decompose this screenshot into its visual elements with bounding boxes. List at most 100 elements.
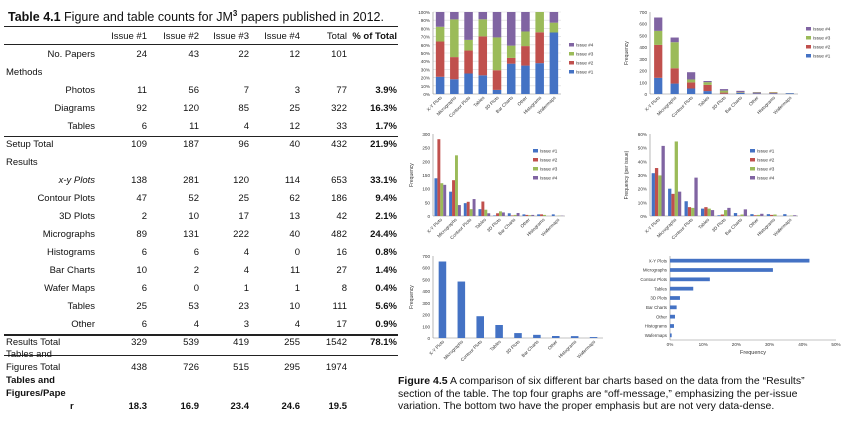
y-tick-label: 70% bbox=[421, 35, 430, 40]
table-cell: 53 bbox=[188, 301, 199, 312]
y-tick-label: 300 bbox=[422, 301, 430, 306]
bar-segment bbox=[506, 45, 516, 58]
legend-swatch bbox=[533, 149, 538, 153]
y-tick-label: X-Y Plots bbox=[649, 258, 668, 263]
table-bottom-rule bbox=[4, 355, 398, 356]
y-tick-label: 0% bbox=[423, 92, 430, 97]
bar bbox=[514, 333, 522, 338]
bar bbox=[463, 203, 467, 216]
bar-segment bbox=[736, 90, 745, 93]
y-tick-label: 100 bbox=[422, 324, 430, 329]
y-tick-label: Other bbox=[656, 314, 668, 319]
table-cell: 47 bbox=[136, 193, 147, 204]
table-cell: 1 bbox=[243, 283, 249, 294]
x-tick-label: 30% bbox=[765, 342, 774, 347]
y-tick-label: 60% bbox=[421, 43, 430, 48]
bar-segment bbox=[478, 19, 488, 37]
bar bbox=[691, 207, 695, 216]
table-cell: 17 bbox=[336, 319, 347, 330]
bar-segment bbox=[492, 70, 502, 90]
x-tick-label: Tables bbox=[697, 95, 710, 108]
bar-segment bbox=[549, 22, 559, 33]
bar bbox=[670, 296, 680, 300]
y-tick-label: 600 bbox=[639, 22, 647, 27]
y-tick-label: Tables bbox=[654, 286, 667, 291]
bar-segment bbox=[654, 30, 663, 45]
bar bbox=[551, 214, 555, 216]
table-cell: 131 bbox=[183, 229, 199, 240]
legend-label: Issue #1 bbox=[757, 149, 775, 154]
x-tick-label: 3D Plots bbox=[711, 95, 727, 111]
x-tick-label: Wafermaps bbox=[576, 339, 597, 360]
legend-label: Issue #4 bbox=[540, 176, 558, 181]
table-cell: 23 bbox=[238, 301, 249, 312]
chart-total-vertical: 0 100 200 300 400 500 600 700 Frequency X-Y Plots… bbox=[407, 250, 615, 368]
bar-segment bbox=[752, 93, 761, 94]
bar-segment bbox=[435, 26, 445, 42]
chart-percent-stacked: 0% 10% 20% 30% 40% 50% 60% 70% 80% 90% 100% X-Y Plo… bbox=[407, 6, 615, 124]
table-title-superscript: 3 bbox=[232, 9, 238, 18]
row-label: Results bbox=[6, 157, 38, 168]
table-cell: 22 bbox=[238, 49, 249, 60]
y-tick-label: 50% bbox=[421, 51, 430, 56]
table-cell: 322 bbox=[331, 103, 347, 114]
tf-per-value: 19.5 bbox=[328, 401, 348, 412]
y-tick-label: 80% bbox=[421, 26, 430, 31]
bar bbox=[694, 177, 698, 216]
table-cell: 27 bbox=[336, 265, 347, 276]
results-total-rule bbox=[4, 335, 398, 336]
y-tick-label: 40% bbox=[421, 59, 430, 64]
y-tick-label: Histograms bbox=[645, 324, 668, 329]
row-label: Tables bbox=[67, 301, 95, 312]
x-tick-label: 10% bbox=[699, 342, 708, 347]
y-tick-label: 50 bbox=[425, 200, 431, 205]
bar bbox=[457, 205, 461, 216]
bar bbox=[671, 193, 675, 216]
bar bbox=[700, 208, 705, 216]
bar-segment bbox=[521, 31, 530, 47]
bar-segment bbox=[464, 73, 473, 94]
legend-label: Issue #2 bbox=[576, 61, 594, 66]
table-cell: 6 bbox=[141, 121, 147, 132]
y-tick-label: Wafermaps bbox=[645, 333, 668, 338]
chart-svg: 0% 10% 20% 30% 40% 50% X-Y Plots Micrographs Con… bbox=[640, 256, 841, 356]
table-cell: 92 bbox=[136, 103, 147, 114]
bar-charts-figure: 0% 10% 20% 30% 40% 50% 60% 70% 80% 90% 100% X-Y Plo… bbox=[404, 0, 849, 442]
bar-segment bbox=[687, 79, 696, 83]
y-tick-label: 0% bbox=[640, 214, 647, 219]
table-cell: 281 bbox=[183, 175, 199, 186]
bar-segment bbox=[670, 42, 679, 69]
bar bbox=[760, 213, 764, 216]
x-tick-label: Histograms bbox=[557, 339, 577, 359]
table-cell: 432 bbox=[331, 139, 347, 150]
y-tick-label: 30% bbox=[638, 173, 647, 178]
row-label: Methods bbox=[6, 67, 43, 78]
y-tick-label: Contour Plots bbox=[640, 277, 667, 282]
x-tick-label: Tables bbox=[489, 339, 502, 352]
tf-per-label-3: r bbox=[70, 401, 74, 412]
x-tick-label: Other bbox=[516, 95, 528, 107]
legend-label: Issue #2 bbox=[757, 158, 775, 163]
x-tick-label: 3D Plots bbox=[505, 339, 521, 355]
y-tick-label: 500 bbox=[422, 277, 430, 282]
table-cell: 6 bbox=[193, 247, 199, 258]
bar bbox=[525, 214, 529, 216]
counts-table: Table 4.1 Figure and table counts for JM… bbox=[0, 0, 402, 442]
y-axis-label: Frequency (per issue) bbox=[624, 150, 630, 199]
x-tick-label: Bar Charts bbox=[724, 95, 744, 115]
legend-swatch bbox=[533, 167, 538, 171]
bar-segment bbox=[670, 68, 679, 84]
y-tick-label: 40% bbox=[638, 159, 647, 164]
bar-segment bbox=[464, 50, 473, 74]
bar bbox=[510, 215, 514, 216]
bar bbox=[478, 209, 482, 216]
legend-swatch bbox=[533, 176, 538, 180]
y-axis-label: Frequency bbox=[409, 163, 415, 187]
bar bbox=[552, 336, 560, 338]
bar bbox=[766, 214, 771, 216]
legend-swatch bbox=[806, 54, 811, 58]
bar bbox=[437, 139, 441, 216]
bar-segment bbox=[478, 75, 488, 94]
table-cell: 10 bbox=[188, 211, 199, 222]
